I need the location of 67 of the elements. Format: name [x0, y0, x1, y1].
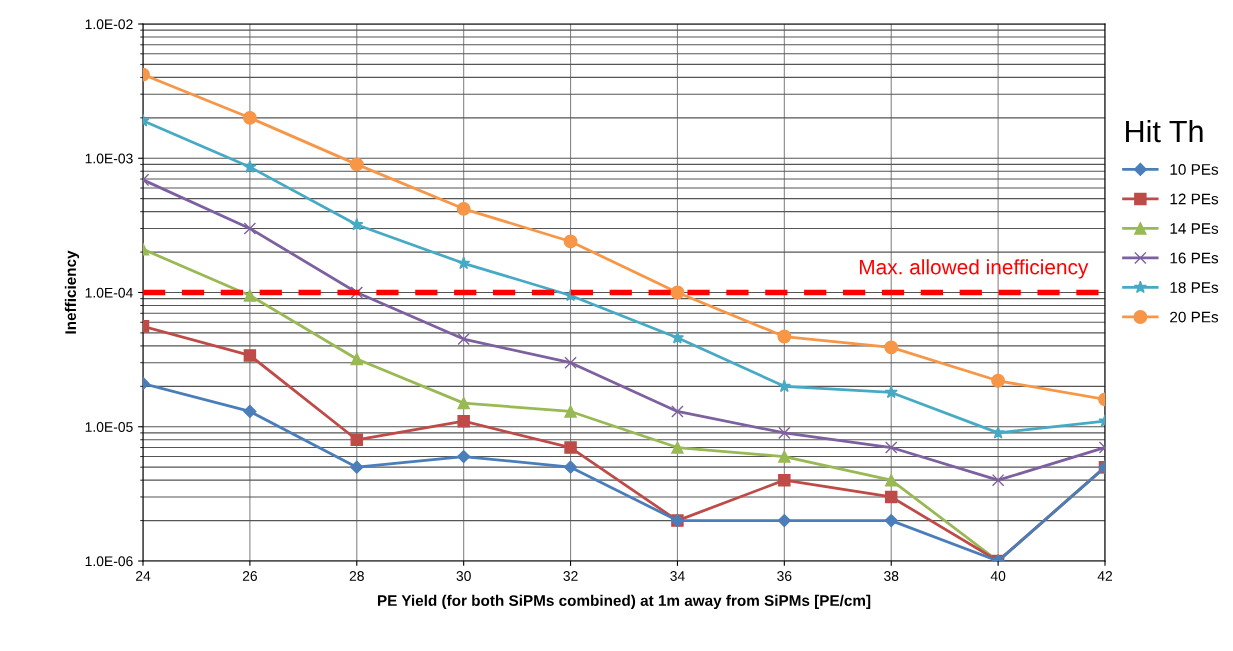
point — [884, 340, 899, 355]
point — [457, 449, 471, 464]
x-tick-label: 38 — [884, 571, 899, 581]
point — [563, 460, 578, 474]
point — [457, 256, 471, 270]
point — [456, 201, 471, 216]
legend-label: 14 PEs — [1170, 223, 1219, 234]
point — [991, 373, 1006, 388]
point — [350, 433, 364, 447]
y-tick-label: 1.0E-02 — [85, 19, 133, 30]
x-tick-label: 36 — [777, 571, 792, 581]
point — [884, 490, 898, 504]
point — [778, 450, 791, 463]
x-tick-label: 28 — [349, 571, 364, 581]
x-tick-label: 40 — [990, 571, 1006, 581]
ref-line-label: Max. allowed inefficiency — [859, 259, 1089, 279]
point — [349, 157, 364, 172]
x-tick-label: 32 — [563, 571, 578, 581]
point — [243, 289, 257, 302]
point — [563, 234, 578, 249]
point — [884, 473, 898, 487]
x-tick-label: 24 — [135, 571, 151, 581]
point — [778, 426, 791, 440]
point — [350, 460, 364, 474]
point — [777, 513, 791, 528]
point — [243, 349, 257, 362]
legend-label: 10 PEs — [1170, 164, 1219, 175]
point — [884, 385, 898, 399]
y-tick-label: 1.0E-03 — [85, 153, 133, 164]
x-tick-label: 26 — [242, 571, 257, 581]
point — [991, 473, 1005, 487]
point — [884, 513, 898, 528]
point — [777, 329, 792, 344]
point — [350, 217, 364, 231]
x-axis-title: PE Yield (for both SiPMs combined) at 1m away from SiPMs [PE/cm] — [377, 594, 871, 610]
y-tick-label: 1.0E-05 — [85, 422, 133, 432]
x-tick-label: 30 — [456, 571, 471, 581]
point — [243, 160, 257, 173]
legend-title: Hit Th — [1126, 119, 1203, 143]
point — [884, 441, 898, 454]
point — [778, 473, 791, 487]
point — [457, 332, 470, 346]
point — [350, 352, 364, 366]
legend-label: 12 PEs — [1170, 193, 1219, 205]
point — [457, 396, 470, 410]
point — [670, 330, 685, 344]
point — [670, 285, 685, 300]
point — [671, 405, 684, 418]
y-tick-label: 1.0E-04 — [85, 287, 133, 298]
x-tick-label: 34 — [670, 571, 685, 581]
y-tick-label: 1.0E-06 — [85, 556, 133, 567]
point — [991, 425, 1005, 439]
point — [777, 379, 791, 393]
point — [243, 222, 257, 235]
y-axis-title: Inefficiency — [64, 250, 80, 334]
point — [242, 110, 257, 125]
point — [564, 356, 577, 369]
point — [564, 441, 577, 454]
legend-label: 16 PEs — [1170, 252, 1219, 264]
point — [243, 404, 257, 419]
legend-label: 18 PEs — [1170, 282, 1219, 293]
legend-label: 20 PEs — [1170, 311, 1219, 323]
point — [671, 441, 684, 454]
point — [350, 286, 364, 299]
point — [564, 405, 577, 418]
x-tick-label: 42 — [1097, 571, 1113, 581]
point — [457, 414, 470, 428]
